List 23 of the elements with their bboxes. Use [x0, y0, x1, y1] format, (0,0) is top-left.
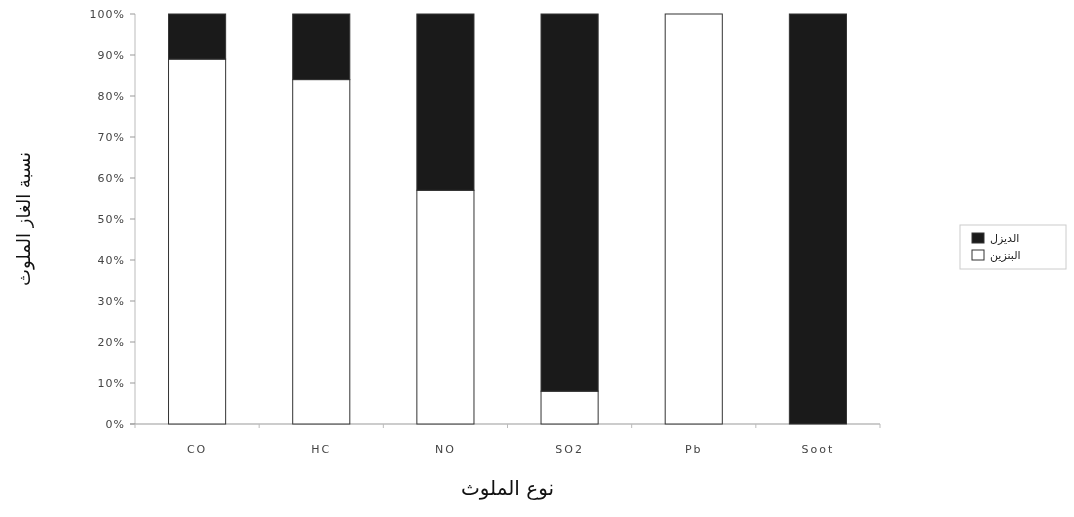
y-tick-label: 10%: [97, 377, 125, 390]
x-tick-label: NO: [434, 443, 456, 456]
y-tick-label: 40%: [97, 254, 125, 267]
x-tick-label: HC: [311, 443, 332, 456]
y-tick-label: 100%: [89, 8, 125, 21]
y-tick-label: 50%: [97, 213, 125, 226]
y-tick-label: 20%: [97, 336, 125, 349]
x-tick-label: Pb: [684, 443, 703, 456]
y-tick-label: 60%: [97, 172, 125, 185]
bar: [788, 13, 847, 425]
y-tick-label: 0%: [105, 418, 125, 431]
x-tick-label: Soot: [801, 443, 835, 456]
y-axis-title: نسبة الغاز الملوث: [13, 151, 35, 287]
x-tick-label: CO: [186, 443, 208, 456]
x-tick-label: SO2: [555, 443, 584, 456]
legend-label: الديزل: [990, 232, 1020, 245]
x-axis-title: نوع الملوث: [460, 476, 555, 500]
y-tick-label: 80%: [97, 90, 125, 103]
legend-label: البنزين: [990, 249, 1021, 262]
y-tick-label: 30%: [97, 295, 125, 308]
bar: [664, 13, 723, 425]
y-tick-label: 70%: [97, 131, 125, 144]
y-tick-label: 90%: [97, 49, 125, 62]
